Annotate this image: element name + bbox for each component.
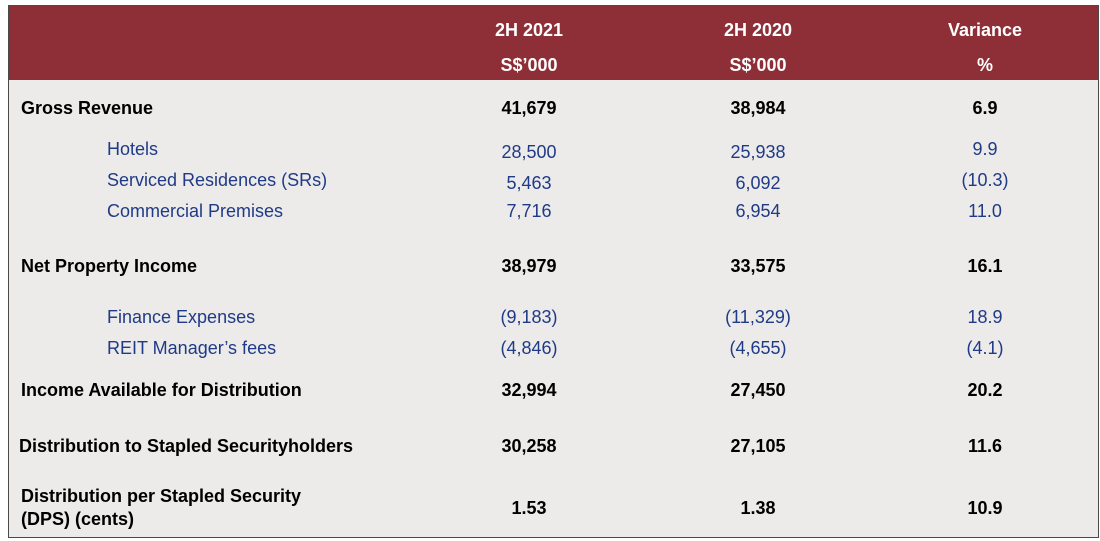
row-label-serviced-residences: Serviced Residences (SRs)	[107, 170, 328, 190]
cell-serviced-residences-2020: 6,092	[735, 173, 781, 193]
cell-dps-2020: 1.38	[740, 498, 776, 518]
cell-net-property-income-2021: 38,979	[501, 256, 557, 276]
row-label-distribution-securityholders: Distribution to Stapled Securityholders	[19, 436, 354, 456]
cell-commercial-premises-2021: 7,716	[506, 201, 552, 221]
cell-dps-2021: 1.53	[511, 498, 547, 518]
cell-income-available-2020: 27,450	[730, 380, 786, 400]
row-label-commercial-premises: Commercial Premises	[107, 201, 284, 221]
cell-finance-expenses-2021: (9,183)	[500, 307, 558, 327]
row-label-dps-line2: (DPS) (cents)	[21, 509, 135, 529]
cell-serviced-residences-variance: (10.3)	[961, 170, 1009, 190]
row-label-gross-revenue: Gross Revenue	[21, 98, 154, 118]
cell-hotels-2021: 28,500	[501, 142, 557, 162]
cell-gross-revenue-variance: 6.9	[972, 98, 998, 118]
col-2h2020-title: 2H 2020	[723, 20, 793, 40]
cell-net-property-income-variance: 16.1	[967, 256, 1003, 276]
col-2h2021-title: 2H 2021	[494, 20, 564, 40]
cell-distribution-securityholders-2021: 30,258	[501, 436, 557, 456]
financial-summary-table: 2H 2021 S$’000 2H 2020 S$’000 Variance %…	[8, 5, 1099, 538]
cell-reit-manager-fees-variance: (4.1)	[966, 338, 1004, 358]
col-2h2020-unit: S$’000	[729, 55, 787, 75]
cell-net-property-income-2020: 33,575	[730, 256, 786, 276]
cell-income-available-2021: 32,994	[501, 380, 557, 400]
row-label-hotels: Hotels	[107, 139, 159, 159]
cell-reit-manager-fees-2020: (4,655)	[729, 338, 787, 358]
cell-commercial-premises-variance: 11.0	[968, 201, 1002, 221]
cell-hotels-variance: 9.9	[972, 139, 998, 159]
cell-gross-revenue-2020: 38,984	[730, 98, 786, 118]
cell-finance-expenses-2020: (11,329)	[725, 307, 791, 327]
cell-income-available-variance: 20.2	[967, 380, 1003, 400]
cell-dps-variance: 10.9	[967, 498, 1003, 518]
cell-finance-expenses-variance: 18.9	[967, 307, 1003, 327]
cell-commercial-premises-2020: 6,954	[735, 201, 781, 221]
row-label-dps-line1: Distribution per Stapled Security	[21, 486, 302, 506]
table-header: 2H 2021 S$’000 2H 2020 S$’000 Variance %	[9, 6, 1098, 80]
row-label-income-available: Income Available for Distribution	[21, 380, 302, 400]
cell-reit-manager-fees-2021: (4,846)	[500, 338, 558, 358]
col-variance-unit: %	[976, 55, 993, 75]
col-variance-title: Variance	[947, 20, 1023, 40]
cell-serviced-residences-2021: 5,463	[506, 173, 552, 193]
cell-distribution-securityholders-variance: 11.6	[967, 436, 1003, 456]
row-label-finance-expenses: Finance Expenses	[107, 307, 256, 327]
cell-distribution-securityholders-2020: 27,105	[730, 436, 786, 456]
cell-hotels-2020: 25,938	[730, 142, 786, 162]
col-2h2021-unit: S$’000	[500, 55, 558, 75]
row-label-reit-manager-fees: REIT Manager’s fees	[107, 338, 277, 358]
row-label-net-property-income: Net Property Income	[21, 256, 198, 276]
cell-gross-revenue-2021: 41,679	[501, 98, 557, 118]
